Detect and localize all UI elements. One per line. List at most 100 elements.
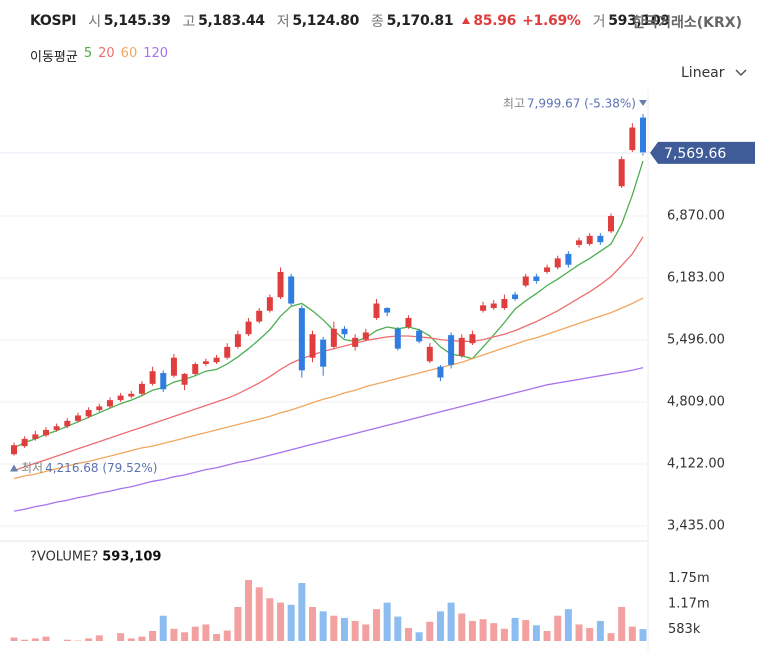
volume-bar bbox=[85, 638, 93, 641]
legend-item: 60 bbox=[120, 46, 138, 61]
candle-body bbox=[85, 410, 92, 417]
candle-body bbox=[437, 366, 444, 378]
legend-item: 5 bbox=[83, 46, 93, 61]
volume-bar bbox=[372, 609, 380, 641]
candle-body bbox=[480, 305, 487, 311]
volume-bar bbox=[266, 598, 274, 641]
change-pct: +1.69% bbox=[522, 13, 581, 29]
candle-body bbox=[53, 426, 60, 430]
exchange: 한국거래소(KRX) bbox=[632, 15, 742, 31]
candle-body bbox=[373, 303, 380, 318]
volume-bar bbox=[468, 620, 476, 641]
candle-body bbox=[490, 303, 497, 309]
volume-bar bbox=[362, 624, 370, 641]
volume-bar bbox=[607, 633, 615, 641]
candle-body bbox=[586, 235, 593, 244]
ma-line bbox=[13, 366, 644, 512]
volume-bar bbox=[287, 604, 295, 641]
volume-label: 거 bbox=[592, 14, 606, 30]
volume-bar bbox=[351, 620, 359, 641]
high-marker bbox=[639, 100, 647, 107]
volume-bar bbox=[500, 628, 508, 641]
candle-body bbox=[224, 346, 231, 358]
volume-bar bbox=[170, 628, 178, 641]
candle-body bbox=[576, 240, 583, 245]
close: 5,170.81 bbox=[386, 13, 454, 29]
candle-body bbox=[213, 357, 220, 363]
volume-bar bbox=[149, 630, 157, 641]
chevron bbox=[734, 69, 747, 77]
candle-body bbox=[96, 406, 103, 411]
ma-line bbox=[13, 160, 644, 449]
candle-body bbox=[384, 308, 391, 313]
ma-legend: 이동평균 5 20 60 120 bbox=[30, 46, 168, 65]
volume-bar bbox=[202, 624, 210, 641]
candle-body bbox=[160, 373, 167, 390]
candle-body bbox=[21, 438, 28, 447]
low-value: 4,216.68 (79.52%) bbox=[45, 461, 157, 475]
volume-bar bbox=[436, 611, 444, 641]
volume-bars bbox=[10, 579, 647, 651]
candle-body bbox=[181, 373, 188, 385]
candle-body bbox=[501, 299, 508, 309]
volume-bar bbox=[575, 624, 583, 641]
candle-body bbox=[522, 276, 529, 286]
candle-body bbox=[352, 337, 359, 347]
candle-body bbox=[117, 395, 124, 401]
volume-bar bbox=[596, 620, 604, 641]
volume-bar bbox=[213, 634, 221, 641]
candle-body bbox=[74, 415, 81, 421]
candle-body bbox=[416, 330, 423, 342]
volume-title: ?VOLUME? bbox=[30, 550, 98, 565]
change: 85.96 bbox=[473, 13, 517, 29]
high-label: 최고 bbox=[503, 97, 525, 111]
y-tick-label: 4,122.00 bbox=[667, 457, 725, 472]
volume-bar bbox=[415, 632, 423, 641]
candle-body bbox=[128, 393, 135, 397]
volume-bar bbox=[458, 613, 466, 641]
y-tick-label: 4,809.00 bbox=[667, 395, 725, 410]
candle-body bbox=[202, 361, 209, 365]
candle-body bbox=[192, 364, 199, 374]
volume-bar bbox=[426, 621, 434, 641]
candle-body bbox=[341, 328, 348, 335]
volume-bar bbox=[404, 627, 412, 641]
candle-body bbox=[11, 445, 17, 455]
symbol: KOSPI bbox=[30, 13, 77, 29]
volume-bar bbox=[447, 602, 455, 641]
legend-item: 120 bbox=[143, 46, 169, 61]
volume-bar bbox=[383, 602, 391, 641]
volume-bar bbox=[21, 639, 29, 641]
scale-label[interactable]: Linear bbox=[681, 65, 725, 81]
candle-body bbox=[405, 317, 412, 328]
candle-body bbox=[320, 339, 327, 367]
volume-bar bbox=[191, 626, 199, 641]
volume-bar bbox=[586, 627, 594, 641]
volume-bar bbox=[309, 606, 317, 641]
candle-body bbox=[608, 215, 615, 232]
ma-line bbox=[13, 297, 644, 480]
y-tick-label: 1.75m bbox=[668, 571, 710, 586]
candle-body bbox=[394, 328, 401, 349]
candle-body bbox=[149, 371, 156, 384]
candle-body bbox=[448, 335, 455, 365]
volume-bar bbox=[298, 582, 306, 641]
volume-bar bbox=[53, 642, 60, 651]
candle-body bbox=[544, 267, 551, 272]
scale-button[interactable]: Linear bbox=[681, 65, 747, 81]
volume-bar bbox=[10, 637, 18, 641]
volume-bar bbox=[330, 615, 338, 641]
candle-body bbox=[32, 434, 39, 439]
volume-bar bbox=[245, 579, 253, 641]
volume-bar bbox=[532, 625, 540, 641]
volume-bar bbox=[138, 636, 146, 641]
y-tick-label: 6,183.00 bbox=[667, 270, 725, 285]
candle-body bbox=[106, 400, 113, 407]
legend-item: 20 bbox=[98, 46, 115, 61]
volume-bar bbox=[255, 587, 263, 641]
volume-bar bbox=[42, 636, 50, 641]
volume-bar bbox=[628, 626, 636, 641]
quote-header: KOSPI 시 5,145.39 고 5,183.44 저 5,124.80 종 5,1… bbox=[30, 11, 670, 31]
volume-bar bbox=[127, 638, 135, 641]
